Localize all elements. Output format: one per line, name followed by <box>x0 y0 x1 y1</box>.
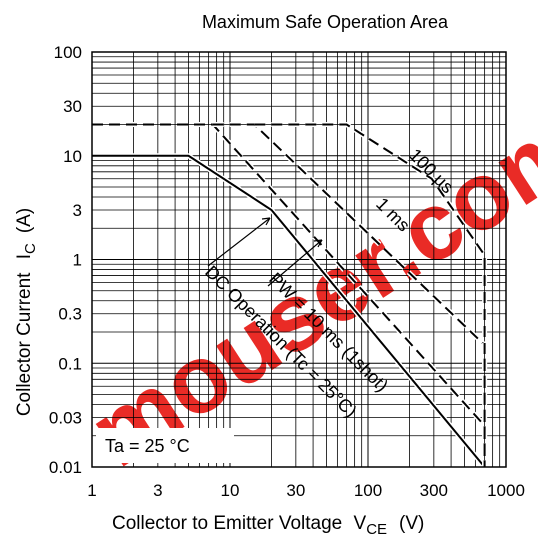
watermark-text: mouser.com <box>71 90 538 488</box>
x-tick-label: 1000 <box>487 481 525 500</box>
y-axis-label-text: Collector Current <box>14 272 35 416</box>
y-axis-unit: (A) <box>14 208 35 233</box>
plot-frame <box>91 51 507 468</box>
series-layer <box>92 122 488 469</box>
y-tick-label: 0.03 <box>49 408 82 427</box>
x-axis-label-text: Collector to Emitter Voltage <box>112 513 342 534</box>
x-tick-label: 1 <box>87 481 96 500</box>
y-tick-label: 1 <box>73 251 82 270</box>
x-tick-label: 100 <box>354 481 382 500</box>
y-axis-label: Collector Current IC (A) <box>14 208 39 416</box>
y-tick-label: 30 <box>63 97 82 116</box>
series-line-0 <box>92 154 486 468</box>
x-axis-symbol: V <box>354 513 367 534</box>
watermark: mouser.com <box>71 90 538 488</box>
condition-box-bg <box>96 428 234 463</box>
x-axis-subscript: CE <box>366 521 387 534</box>
svg-text:Collector to Emitter Voltage: Collector to Emitter Voltage VCE (V) <box>112 513 424 534</box>
pw-pointer-arrow <box>267 239 323 287</box>
y-tick-label: 3 <box>73 201 82 220</box>
x-axis-label: Collector to Emitter Voltage VCE (V) <box>112 513 424 534</box>
x-axis-unit: (V) <box>399 513 424 534</box>
tick-labels: 1 3 10 30 100 300 1000 100 30 10 3 1 0.3 0.1 0.03 0.01 <box>49 43 525 500</box>
x-tick-label: 3 <box>153 481 162 500</box>
x-tick-label: 300 <box>420 481 448 500</box>
y-axis-symbol: I <box>14 254 35 259</box>
condition-box: Ta = 25 °C <box>96 428 234 463</box>
y-axis-subscript: C <box>22 243 39 254</box>
chart-title: Maximum Safe Operation Area <box>202 12 449 32</box>
dc-pointer-arrow <box>207 217 271 267</box>
y-tick-label: 100 <box>54 43 82 62</box>
series-line-2 <box>212 123 486 467</box>
pw-pointer-arrowhead <box>313 239 323 248</box>
y-tick-label: 0.01 <box>49 458 82 477</box>
x-tick-label: 10 <box>221 481 240 500</box>
x-tick-label: 30 <box>286 481 305 500</box>
condition-label: Ta = 25 °C <box>105 436 190 456</box>
dc-pointer-arrowhead <box>261 217 271 226</box>
series-line-3 <box>254 123 486 467</box>
svg-text:Collector Current IC(A): Collector Current IC (A) <box>14 208 39 416</box>
y-tick-label: 10 <box>63 147 82 166</box>
y-tick-label: 0.3 <box>58 305 82 324</box>
y-tick-label: 0.1 <box>58 354 82 373</box>
